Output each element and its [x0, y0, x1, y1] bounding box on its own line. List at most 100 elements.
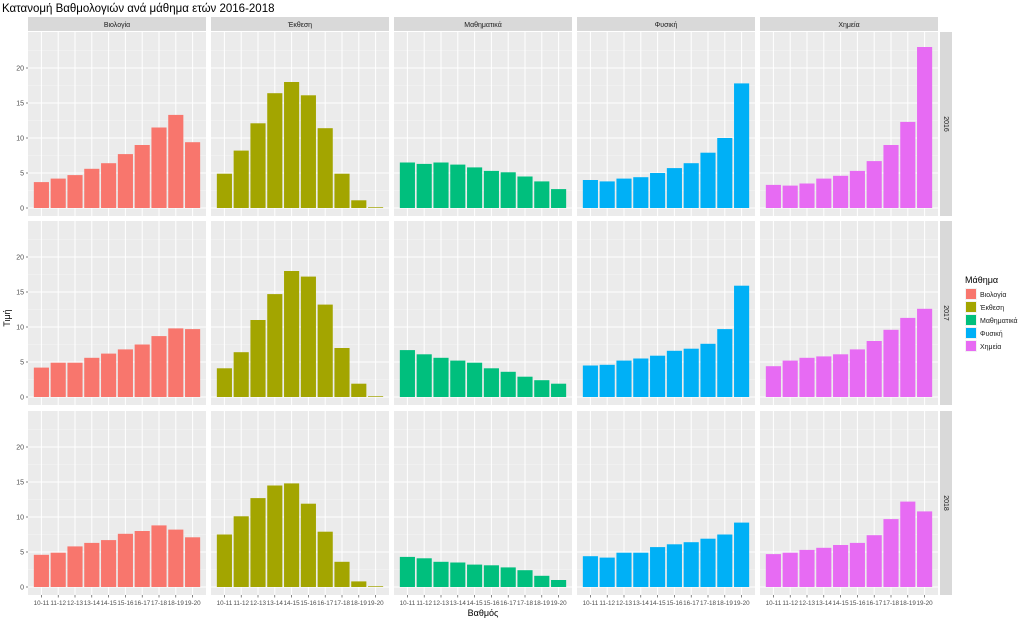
- facet-strip-3: [577, 17, 755, 31]
- x-tick-label: 17-18: [517, 600, 534, 607]
- bar: [84, 542, 100, 587]
- bar: [233, 150, 249, 208]
- bar: [900, 501, 916, 587]
- x-tick-label: 15-16: [117, 600, 134, 607]
- bar: [683, 542, 699, 587]
- legend-label: Φυσική: [980, 331, 1003, 338]
- y-tick-label: 20: [16, 445, 24, 452]
- panel-2016-4: [760, 32, 938, 216]
- bar: [700, 343, 716, 397]
- bar: [633, 358, 649, 397]
- bar: [250, 123, 266, 208]
- x-tick-label: 12-13: [433, 600, 450, 607]
- bar: [517, 376, 533, 397]
- bar: [368, 586, 384, 587]
- bar: [599, 557, 615, 587]
- bar: [351, 581, 367, 587]
- bar: [300, 276, 316, 397]
- bar: [782, 552, 798, 587]
- bar: [849, 170, 865, 208]
- bar: [216, 534, 232, 587]
- bar: [267, 294, 283, 397]
- legend-key: [966, 289, 976, 299]
- bar: [101, 540, 117, 587]
- legend-key: [966, 328, 976, 338]
- bar: [185, 329, 201, 397]
- x-tick-label: 15-16: [483, 600, 500, 607]
- x-tick-label: 10-11: [400, 600, 416, 607]
- bar: [233, 516, 249, 587]
- bar: [816, 547, 832, 587]
- bar: [683, 348, 699, 397]
- bar: [717, 534, 733, 587]
- bar: [334, 348, 350, 397]
- facet-row-label: 2018: [942, 495, 949, 511]
- x-tick-label: 19-20: [551, 600, 568, 607]
- bar: [250, 320, 266, 397]
- x-tick-label: 11-12: [416, 600, 432, 607]
- bar: [616, 178, 632, 208]
- bar: [433, 357, 449, 397]
- bar: [616, 360, 632, 397]
- bar: [216, 173, 232, 208]
- facet-strip-0: [28, 17, 206, 31]
- y-tick-label: 10: [16, 325, 24, 332]
- bar: [866, 535, 882, 587]
- bar: [399, 162, 415, 208]
- bar: [700, 152, 716, 208]
- bar: [900, 317, 916, 397]
- panel-2018-0: [28, 411, 206, 595]
- x-tick-label: 16-17: [500, 600, 517, 607]
- panel-2017-2: [394, 221, 572, 405]
- y-tick-label: 0: [20, 585, 24, 592]
- x-tick-label: 12-13: [250, 600, 267, 607]
- facet-col-label: Φυσική: [655, 22, 678, 29]
- bar: [151, 336, 167, 397]
- legend-label: Χημεία: [980, 343, 1001, 351]
- x-tick-label: 18-19: [168, 600, 185, 607]
- panel-2017-3: [577, 221, 755, 405]
- x-tick-label: 17-18: [151, 600, 168, 607]
- bar: [517, 570, 533, 587]
- facet-strip-2: [394, 17, 572, 31]
- bar: [483, 368, 499, 397]
- bar: [500, 172, 516, 208]
- y-tick-label: 15: [16, 480, 24, 487]
- bar: [134, 344, 150, 397]
- facet-row-strip-2: [940, 411, 952, 595]
- bar: [717, 329, 733, 397]
- x-tick-label: 14-15: [101, 600, 118, 607]
- bar: [351, 200, 367, 208]
- facet-strip-1: [211, 17, 389, 31]
- bar: [416, 558, 432, 587]
- bar: [151, 525, 167, 587]
- bar: [300, 95, 316, 208]
- bar: [917, 47, 933, 208]
- bar: [734, 83, 750, 208]
- bar: [666, 168, 682, 208]
- x-tick-label: 13-14: [633, 600, 650, 607]
- bar: [84, 168, 100, 208]
- bar: [883, 145, 899, 208]
- x-tick-label: 11-12: [599, 600, 615, 607]
- bar: [467, 362, 483, 397]
- panel-2017-4: [760, 221, 938, 405]
- bar: [250, 498, 266, 587]
- bar: [666, 350, 682, 397]
- bar: [117, 533, 133, 587]
- bar: [633, 552, 649, 587]
- bar: [168, 328, 184, 397]
- bar: [216, 368, 232, 397]
- bar: [599, 364, 615, 397]
- x-tick-label: 15-16: [849, 600, 866, 607]
- bar: [50, 362, 66, 397]
- bar: [799, 183, 815, 208]
- facet-col-label: Έκθεση: [287, 22, 312, 29]
- facet-row-strip-1: [940, 221, 952, 405]
- x-tick-label: 15-16: [300, 600, 317, 607]
- bar: [517, 176, 533, 208]
- bar: [650, 547, 666, 587]
- x-tick-label: 12-13: [799, 600, 816, 607]
- x-tick-label: 13-14: [267, 600, 284, 607]
- bar: [117, 349, 133, 397]
